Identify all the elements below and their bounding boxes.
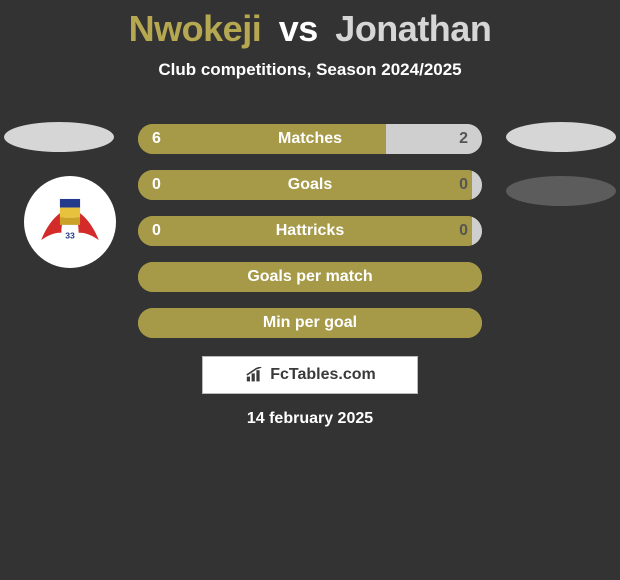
bar-label: Goals per match xyxy=(138,262,482,292)
bar-row: 0 Hattricks 0 xyxy=(138,216,482,246)
avatar-placeholder-right-2 xyxy=(506,176,616,206)
vs-text: vs xyxy=(279,8,318,49)
comparison-title: Nwokeji vs Jonathan xyxy=(0,0,620,50)
club-badge-icon: 33 xyxy=(34,186,106,258)
player1-name: Nwokeji xyxy=(129,8,262,49)
bar-row: 0 Goals 0 xyxy=(138,170,482,200)
bar-value-right: 2 xyxy=(459,124,468,154)
player2-name: Jonathan xyxy=(335,8,491,49)
avatar-placeholder-right-1 xyxy=(506,122,616,152)
bar-row: 6 Matches 2 xyxy=(138,124,482,154)
badge-number: 33 xyxy=(65,231,75,241)
bar-value-right: 0 xyxy=(459,216,468,246)
club-badge: 33 xyxy=(24,176,116,268)
bar-value-right: 0 xyxy=(459,170,468,200)
bar-label: Min per goal xyxy=(138,308,482,338)
bar-label: Goals xyxy=(138,170,482,200)
bar-row: Min per goal xyxy=(138,308,482,338)
brand-box: FcTables.com xyxy=(202,356,418,394)
bar-label: Hattricks xyxy=(138,216,482,246)
subtitle: Club competitions, Season 2024/2025 xyxy=(0,60,620,80)
bar-label: Matches xyxy=(138,124,482,154)
bar-row: Goals per match xyxy=(138,262,482,292)
date-text: 14 february 2025 xyxy=(0,410,620,428)
brand-chart-icon xyxy=(244,367,264,383)
avatar-placeholder-left xyxy=(4,122,114,152)
brand-text: FcTables.com xyxy=(270,366,376,384)
comparison-bars: 6 Matches 2 0 Goals 0 0 Hattricks 0 Goal… xyxy=(138,124,482,354)
